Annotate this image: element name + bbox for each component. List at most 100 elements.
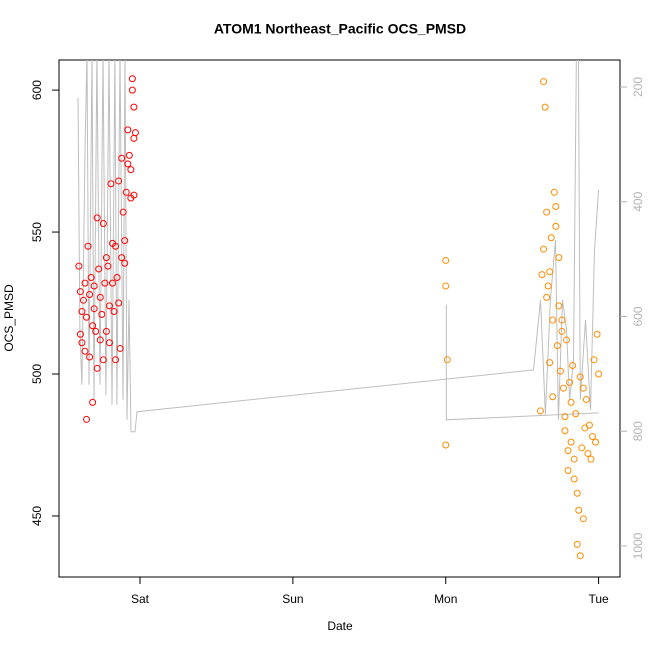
data-point <box>110 308 118 316</box>
data-point <box>575 506 583 514</box>
data-point <box>130 134 138 142</box>
y-tick-label: 600 <box>30 80 44 100</box>
data-point <box>552 222 560 230</box>
y2-tick-label: 1000 <box>631 532 645 559</box>
data-point <box>540 78 548 86</box>
data-point <box>95 265 103 273</box>
data-point <box>115 299 123 307</box>
y-tick-label: 500 <box>30 364 44 384</box>
data-point <box>104 262 112 270</box>
data-point <box>556 367 564 375</box>
data-point <box>543 208 551 216</box>
series-line <box>77 60 600 433</box>
data-point <box>78 308 86 316</box>
data-point <box>81 347 89 355</box>
x-tick-label: Sat <box>131 592 150 606</box>
data-point <box>582 396 590 404</box>
data-point <box>90 282 98 290</box>
x-tick-label: Sun <box>282 592 303 606</box>
data-point <box>78 339 86 347</box>
data-point <box>99 220 107 228</box>
x-tick-label: Mon <box>434 592 457 606</box>
y-axis-label: OCS_PMSD <box>2 284 16 352</box>
data-point <box>442 282 450 290</box>
data-point <box>558 316 566 324</box>
y2-tick-label: 800 <box>631 421 645 441</box>
data-point <box>75 262 83 270</box>
data-point <box>98 310 106 318</box>
data-point <box>538 271 546 279</box>
plot-frame <box>58 59 621 578</box>
data-point <box>125 151 133 159</box>
data-point <box>99 356 107 364</box>
data-point <box>76 330 84 338</box>
data-point <box>113 273 121 281</box>
data-point <box>86 291 94 299</box>
data-point <box>118 154 126 162</box>
data-point <box>87 273 95 281</box>
data-point <box>546 359 554 367</box>
data-point <box>124 126 132 134</box>
data-point <box>578 444 586 452</box>
data-point <box>555 254 563 262</box>
data-point <box>76 288 84 296</box>
data-point <box>105 339 113 347</box>
data-point <box>442 256 450 264</box>
data-point <box>558 327 566 335</box>
data-point <box>112 242 120 250</box>
y2-tick-label: 600 <box>631 306 645 326</box>
data-point <box>576 552 584 560</box>
chart-title: ATOM1 Northeast_Pacific OCS_PMSD <box>214 21 466 37</box>
data-point <box>567 438 575 446</box>
data-point <box>442 441 450 449</box>
data-point <box>546 268 554 276</box>
x-tick-label: Tue <box>588 592 609 606</box>
data-point <box>550 188 558 196</box>
data-point <box>128 86 136 94</box>
data-point <box>540 245 548 253</box>
data-point <box>579 515 587 523</box>
data-point <box>552 202 560 210</box>
y2-tick-label: 200 <box>631 77 645 97</box>
data-point <box>121 237 129 245</box>
data-point <box>101 279 109 287</box>
data-point <box>130 103 138 111</box>
data-point <box>567 398 575 406</box>
data-point <box>573 489 581 497</box>
data-point <box>561 413 569 421</box>
data-point <box>593 330 601 338</box>
data-point <box>562 336 570 344</box>
data-point <box>105 302 113 310</box>
data-point <box>590 356 598 364</box>
data-point <box>107 180 115 188</box>
data-point <box>584 449 592 457</box>
data-point <box>561 427 569 435</box>
data-point <box>116 344 124 352</box>
data-point <box>92 327 100 335</box>
data-point <box>124 160 132 168</box>
plot-area <box>75 60 603 560</box>
data-point <box>543 293 551 301</box>
data-point <box>549 316 557 324</box>
data-point <box>112 356 120 364</box>
data-point <box>570 455 578 463</box>
data-point <box>573 540 581 548</box>
data-point <box>555 302 563 310</box>
data-point <box>118 254 126 262</box>
data-point <box>83 415 91 423</box>
y-tick-label: 450 <box>30 506 44 526</box>
data-point <box>544 282 552 290</box>
data-point <box>83 313 91 321</box>
data-point <box>585 421 593 429</box>
data-point <box>587 455 595 463</box>
data-point <box>537 407 545 415</box>
data-point <box>93 364 101 372</box>
y2-tick-label: 400 <box>631 191 645 211</box>
data-point <box>128 75 136 83</box>
data-point <box>81 279 89 287</box>
data-point <box>127 166 135 174</box>
data-point <box>443 356 451 364</box>
data-point <box>564 467 572 475</box>
data-point <box>93 214 101 222</box>
